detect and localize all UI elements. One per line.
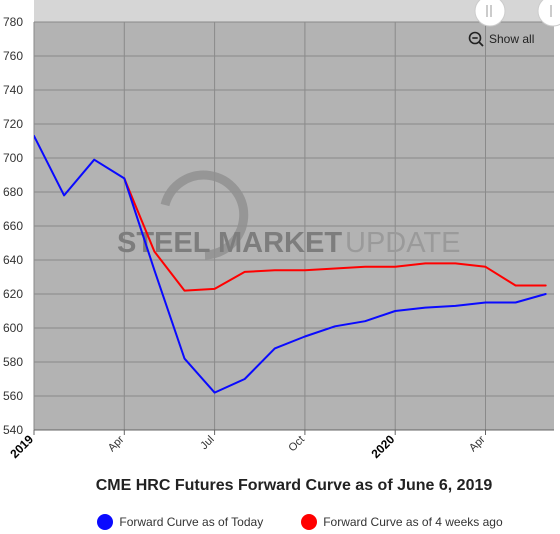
y-tick-label: 540 [3, 423, 23, 437]
legend-label-4-weeks-ago: Forward Curve as of 4 weeks ago [323, 515, 503, 529]
y-tick-label: 640 [3, 253, 23, 267]
legend-swatch-4-weeks-ago [301, 514, 318, 530]
x-tick-label: Oct [286, 434, 307, 455]
y-tick-label: 700 [3, 151, 23, 165]
y-tick-label: 780 [3, 15, 23, 29]
x-tick-label: Jul [198, 434, 216, 452]
zoom-out-icon [468, 31, 484, 47]
y-tick-label: 660 [3, 219, 23, 233]
x-tick-label: Apr [106, 433, 127, 454]
legend-item-4-weeks-ago[interactable]: Forward Curve as of 4 weeks ago [301, 514, 503, 530]
series-line-4-weeks-ago [123, 177, 547, 292]
legend-label-today: Forward Curve as of Today [119, 515, 264, 529]
y-tick-label: 560 [3, 389, 23, 403]
navigator-handle-left[interactable] [474, 0, 506, 27]
y-tick-label: 720 [3, 117, 23, 131]
legend-swatch-today [97, 514, 114, 530]
navigator-handle-right[interactable] [537, 0, 560, 27]
x-axis: 2019 Apr Jul Oct 2020 Apr [7, 429, 554, 461]
chart-title: CME HRC Futures Forward Curve as of June… [95, 477, 493, 494]
y-tick-label: 680 [3, 185, 23, 199]
series-layer [34, 134, 547, 394]
y-axis: 540 560 580 600 620 640 660 680 700 720 740 760 780 [3, 15, 23, 437]
show-all-label: Show all [489, 32, 535, 46]
y-tick-label: 620 [3, 287, 23, 301]
navigator-strip[interactable] [34, 0, 560, 22]
watermark-swoosh [160, 170, 249, 260]
watermark-text-steel-market: STEEL MARKET [117, 227, 342, 259]
legend: Forward Curve as of Today Forward Curve … [0, 514, 560, 530]
legend-item-today[interactable]: Forward Curve as of Today [97, 514, 263, 530]
y-tick-label: 740 [3, 83, 23, 97]
watermark-text-update: UPDATE [345, 227, 460, 259]
y-tick-label: 600 [3, 321, 23, 335]
watermark: STEEL MARKET UPDATE [117, 170, 460, 260]
x-tick-label: Apr [467, 433, 488, 454]
y-tick-label: 760 [3, 49, 23, 63]
series-line-today [34, 134, 547, 394]
show-all-button[interactable]: Show all [468, 29, 534, 49]
y-tick-label: 580 [3, 355, 23, 369]
x-tick-label: 2020 [369, 432, 398, 461]
